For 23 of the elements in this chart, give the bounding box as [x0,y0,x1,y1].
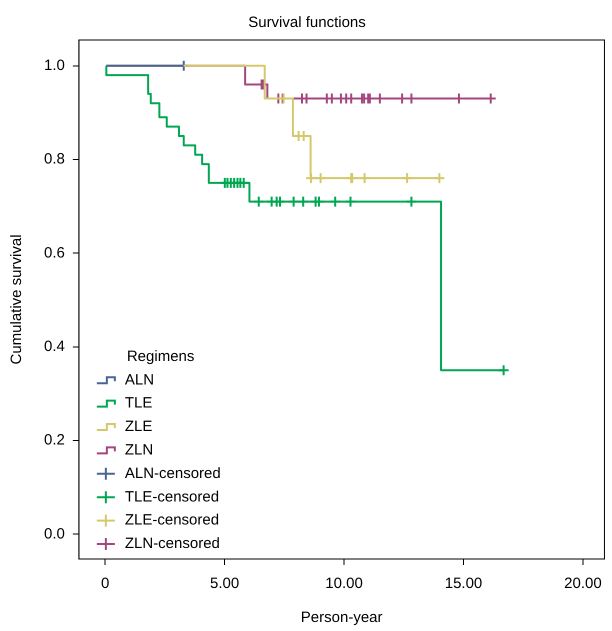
chart-title: Survival functions [248,14,366,32]
legend-label: TLE-censored [124,488,220,506]
legend-title: Regimens [126,348,194,365]
x-tick-label: 5.00 [210,575,240,592]
x-tick-label: 0 [100,575,110,592]
legend-label: ZLE [124,418,152,436]
legend-label: ZLN [124,442,154,459]
legend-label: ZLE-censored [124,512,220,529]
legend-label: TLE [124,394,152,412]
x-axis-title: Person-year [300,609,383,626]
y-axis-title: Cumulative survival [8,234,26,365]
x-tick-label: 10.00 [325,575,363,592]
y-tick-label: 0.6 [44,244,65,262]
x-tick-label: 20.00 [564,575,602,592]
legend-label: ZLN-censored [124,535,220,552]
y-tick-label: 0.4 [44,338,65,355]
y-tick-label: 1.0 [44,56,65,74]
y-tick-label: 0.2 [44,432,65,449]
legend-label: ALN-censored [124,464,221,482]
x-tick-label: 15.00 [444,575,482,592]
y-tick-label: 0.8 [44,150,65,168]
legend-label: ALN [124,371,154,388]
y-tick-label: 0.0 [44,525,65,542]
